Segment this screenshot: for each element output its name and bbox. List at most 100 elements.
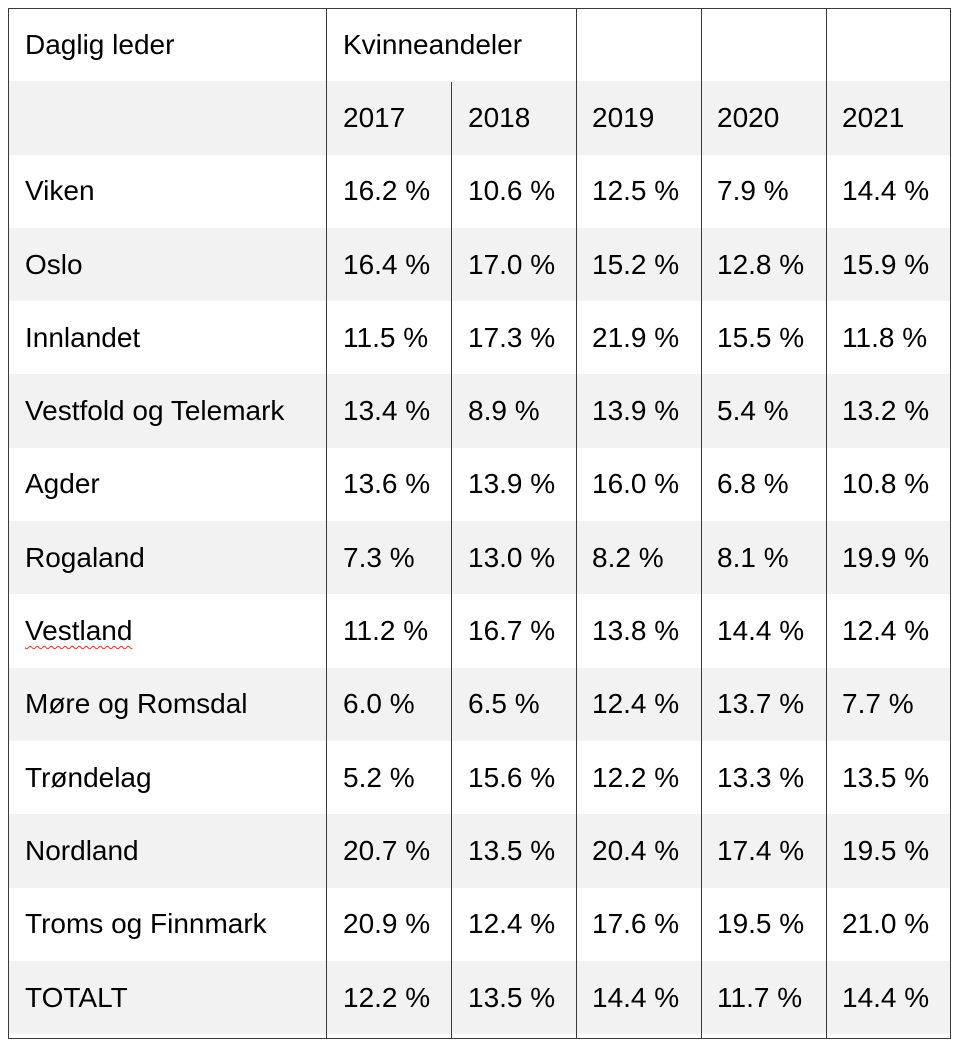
value-cell-2018: 17.0 % <box>451 227 575 302</box>
value-cell-2020: 5.4 % <box>700 374 825 448</box>
value-cell-2018: 16.7 % <box>451 594 575 668</box>
empty-year-label-cell <box>8 81 326 155</box>
value-cell-2018: 13.0 % <box>451 521 575 595</box>
year-cell-2021: 2021 <box>825 81 950 155</box>
column-rule <box>576 8 577 1039</box>
table-row: Rogaland 7.3 % 13.0 % 8.2 % 8.1 % 19.9 % <box>8 521 950 595</box>
value-cell-2018: 13.5 % <box>451 814 575 888</box>
year-cell-2018: 2018 <box>451 81 575 155</box>
value-cell-2019: 17.6 % <box>575 887 700 961</box>
value-cell-2020: 11.7 % <box>700 960 825 1035</box>
value-cell-2019: 12.5 % <box>575 154 700 228</box>
year-header-row: 2017 2018 2019 2020 2021 <box>8 81 950 155</box>
value-cell-2019: 13.9 % <box>575 374 700 448</box>
value-cell-2020: 17.4 % <box>700 814 825 888</box>
column-rule <box>701 8 702 1039</box>
value-cell-2018: 13.9 % <box>451 447 575 522</box>
table-row: Troms og Finnmark 20.9 % 12.4 % 17.6 % 19.5 … <box>8 887 950 961</box>
value-cell-2019: 14.4 % <box>575 960 700 1035</box>
value-cell-2020: 12.8 % <box>700 227 825 302</box>
column-rule <box>326 8 327 1039</box>
value-cell-2019: 8.2 % <box>575 521 700 595</box>
region-cell: Nordland <box>8 814 326 888</box>
value-cell-2018: 12.4 % <box>451 887 575 961</box>
value-cell-2018: 10.6 % <box>451 154 575 228</box>
value-cell-2019: 21.9 % <box>575 301 700 375</box>
value-cell-2017: 16.2 % <box>326 154 451 228</box>
value-cell-2019: 12.4 % <box>575 667 700 741</box>
value-cell-2021: 15.9 % <box>825 227 950 302</box>
value-cell-2021: 21.0 % <box>825 887 950 961</box>
value-cell-2020: 19.5 % <box>700 887 825 961</box>
table-row: Oslo 16.4 % 17.0 % 15.2 % 12.8 % 15.9 % <box>8 227 950 302</box>
value-cell-2019: 12.2 % <box>575 740 700 815</box>
region-cell: Rogaland <box>8 521 326 595</box>
value-cell-2020: 13.3 % <box>700 740 825 815</box>
women-share-table: Daglig leder Kvinneandeler 2017 2018 201… <box>8 8 950 1035</box>
table-row: Vestland 11.2 % 16.7 % 13.8 % 14.4 % 12.4 % <box>8 594 950 668</box>
value-cell-2021: 10.8 % <box>825 447 950 522</box>
table-row: TOTALT 12.2 % 13.5 % 14.4 % 11.7 % 14.4 % <box>8 960 950 1035</box>
value-cell-2017: 16.4 % <box>326 227 451 302</box>
table-row: Møre og Romsdal 6.0 % 6.5 % 12.4 % 13.7 % 7.7… <box>8 667 950 741</box>
region-cell: Oslo <box>8 227 326 302</box>
table-row: Nordland 20.7 % 13.5 % 20.4 % 17.4 % 19.5 % <box>8 814 950 888</box>
value-cell-2021: 7.7 % <box>825 667 950 741</box>
value-cell-2019: 15.2 % <box>575 227 700 302</box>
value-cell-2021: 13.2 % <box>825 374 950 448</box>
value-cell-2017: 20.9 % <box>326 887 451 961</box>
empty-header-cell <box>700 8 825 82</box>
value-cell-2019: 20.4 % <box>575 814 700 888</box>
header-label-cell: Daglig leder <box>8 8 326 82</box>
region-cell: Trøndelag <box>8 740 326 815</box>
empty-header-cell <box>825 8 950 82</box>
region-cell: Vestland <box>8 594 326 668</box>
header-row: Daglig leder Kvinneandeler <box>8 8 950 82</box>
column-rule <box>826 8 827 1039</box>
value-cell-2017: 12.2 % <box>326 960 451 1035</box>
region-cell: Møre og Romsdal <box>8 667 326 741</box>
value-cell-2018: 13.5 % <box>451 960 575 1035</box>
value-cell-2021: 19.9 % <box>825 521 950 595</box>
value-cell-2021: 11.8 % <box>825 301 950 375</box>
value-cell-2020: 14.4 % <box>700 594 825 668</box>
year-cell-2020: 2020 <box>700 81 825 155</box>
table-row: Innlandet 11.5 % 17.3 % 21.9 % 15.5 % 11.8 % <box>8 301 950 375</box>
value-cell-2017: 11.2 % <box>326 594 451 668</box>
value-cell-2017: 5.2 % <box>326 740 451 815</box>
value-cell-2017: 7.3 % <box>326 521 451 595</box>
value-cell-2020: 13.7 % <box>700 667 825 741</box>
value-cell-2017: 13.4 % <box>326 374 451 448</box>
region-cell: Agder <box>8 447 326 522</box>
value-cell-2018: 17.3 % <box>451 301 575 375</box>
column-rule <box>451 82 452 1039</box>
value-cell-2020: 15.5 % <box>700 301 825 375</box>
group-label-cell: Kvinneandeler <box>326 8 575 82</box>
value-cell-2020: 8.1 % <box>700 521 825 595</box>
value-cell-2021: 13.5 % <box>825 740 950 815</box>
value-cell-2021: 14.4 % <box>825 960 950 1035</box>
value-cell-2019: 13.8 % <box>575 594 700 668</box>
value-cell-2021: 19.5 % <box>825 814 950 888</box>
region-cell: Innlandet <box>8 301 326 375</box>
region-cell: TOTALT <box>8 960 326 1035</box>
year-cell-2017: 2017 <box>326 81 451 155</box>
table-row: Agder 13.6 % 13.9 % 16.0 % 6.8 % 10.8 % <box>8 447 950 522</box>
region-cell: Viken <box>8 154 326 228</box>
value-cell-2021: 12.4 % <box>825 594 950 668</box>
table-row: Trøndelag 5.2 % 15.6 % 12.2 % 13.3 % 13.5 % <box>8 740 950 815</box>
value-cell-2017: 6.0 % <box>326 667 451 741</box>
value-cell-2021: 14.4 % <box>825 154 950 228</box>
year-cell-2019: 2019 <box>575 81 700 155</box>
empty-header-cell <box>575 8 700 82</box>
value-cell-2020: 7.9 % <box>700 154 825 228</box>
region-cell: Vestfold og Telemark <box>8 374 326 448</box>
value-cell-2017: 11.5 % <box>326 301 451 375</box>
value-cell-2017: 13.6 % <box>326 447 451 522</box>
value-cell-2019: 16.0 % <box>575 447 700 522</box>
value-cell-2018: 6.5 % <box>451 667 575 741</box>
table-row: Viken 16.2 % 10.6 % 12.5 % 7.9 % 14.4 % <box>8 154 950 228</box>
value-cell-2020: 6.8 % <box>700 447 825 522</box>
value-cell-2018: 8.9 % <box>451 374 575 448</box>
table-row: Vestfold og Telemark 13.4 % 8.9 % 13.9 % 5.4… <box>8 374 950 448</box>
